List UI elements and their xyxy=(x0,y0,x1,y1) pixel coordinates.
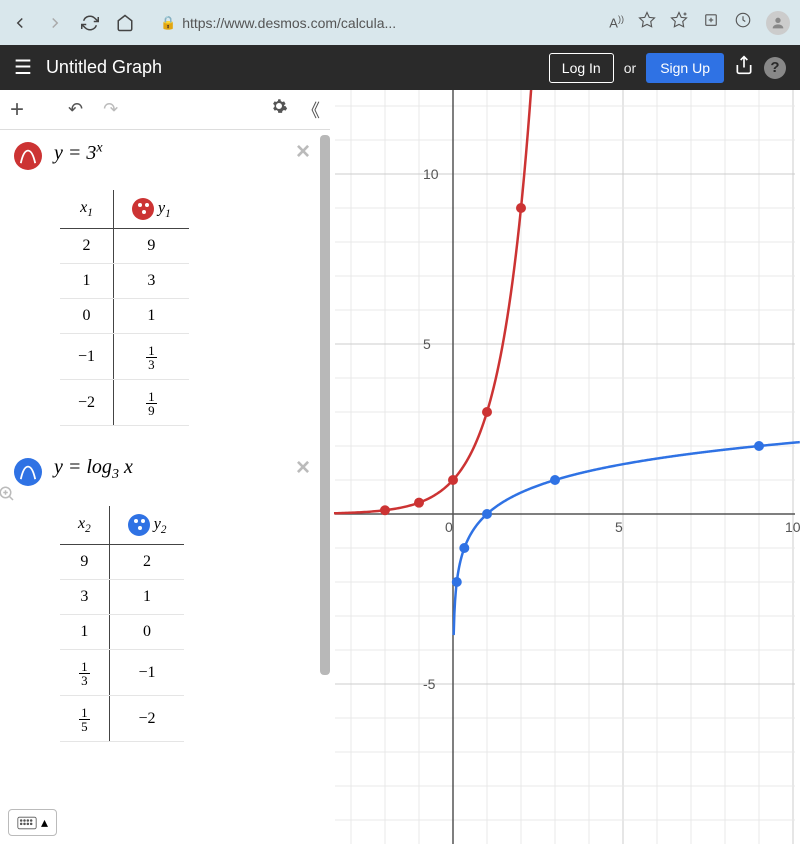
svg-text:-5: -5 xyxy=(423,676,436,692)
redo-button[interactable]: ↷ xyxy=(103,99,118,120)
signup-button[interactable]: Sign Up xyxy=(646,53,724,83)
app-header: ☰ Untitled Graph Log In or Sign Up ? xyxy=(0,45,800,90)
delete-expression-icon[interactable]: × xyxy=(296,138,310,166)
browser-toolbar: 🔒 https://www.desmos.com/calcula... A)) xyxy=(0,0,800,45)
url-text: https://www.desmos.com/calcula... xyxy=(182,15,396,31)
data-table[interactable]: x1y1291301−113−219 xyxy=(60,190,189,426)
collapse-panel-icon[interactable]: 《 xyxy=(302,97,320,123)
refresh-button[interactable] xyxy=(80,13,100,33)
graph-canvas[interactable]: 0510-10-5510 xyxy=(330,90,800,844)
svg-text:5: 5 xyxy=(423,336,431,352)
data-table[interactable]: x2y292311013−115−2 xyxy=(60,506,184,742)
login-button[interactable]: Log In xyxy=(549,53,614,83)
history-icon[interactable] xyxy=(734,11,752,34)
home-button[interactable] xyxy=(115,13,135,33)
main-area: + ↶ ↷ 《 y = 3x × × x1 xyxy=(0,90,800,844)
svg-text:10: 10 xyxy=(785,519,800,535)
table-block[interactable]: × x1y1291301−113−219 xyxy=(60,190,330,426)
help-icon[interactable]: ? xyxy=(764,57,786,79)
back-button[interactable] xyxy=(10,13,30,33)
table-block[interactable]: × x2y292311013−115−2 xyxy=(60,506,330,742)
delete-expression-icon[interactable]: × xyxy=(296,454,310,482)
favorite-icon[interactable] xyxy=(638,11,656,34)
add-expression-button[interactable]: + xyxy=(10,96,24,124)
svg-text:5: 5 xyxy=(615,519,623,535)
expression-toolbar: + ↶ ↷ 《 xyxy=(0,90,330,130)
settings-icon[interactable] xyxy=(270,97,288,123)
chevron-up-icon: ▴ xyxy=(41,814,48,831)
graph-title[interactable]: Untitled Graph xyxy=(46,57,162,78)
expression-list: y = 3x × × x1y1291301−113−219 y = log3 x… xyxy=(0,130,330,844)
expression-color-icon[interactable] xyxy=(14,458,42,486)
expression-formula[interactable]: y = log3 x xyxy=(54,456,133,483)
lock-icon: 🔒 xyxy=(160,15,176,31)
read-aloud-icon[interactable]: A)) xyxy=(609,14,624,30)
collections-icon[interactable] xyxy=(702,11,720,34)
share-icon[interactable] xyxy=(734,55,754,80)
expression-row[interactable]: y = 3x × xyxy=(0,130,330,180)
expression-formula[interactable]: y = 3x xyxy=(54,140,103,165)
undo-button[interactable]: ↶ xyxy=(68,99,83,120)
graph-area[interactable]: 0510-10-5510 xyxy=(330,90,800,844)
profile-avatar[interactable] xyxy=(766,11,790,35)
forward-button[interactable] xyxy=(45,13,65,33)
expression-color-icon[interactable] xyxy=(14,142,42,170)
svg-text:10: 10 xyxy=(423,166,439,182)
expression-row[interactable]: y = log3 x × xyxy=(0,446,330,496)
or-text: or xyxy=(624,60,636,76)
expression-panel: + ↶ ↷ 《 y = 3x × × x1 xyxy=(0,90,330,844)
url-bar[interactable]: 🔒 https://www.desmos.com/calcula... xyxy=(160,15,396,31)
svg-text:0: 0 xyxy=(445,519,453,535)
keyboard-toggle[interactable]: ▴ xyxy=(8,809,57,836)
menu-icon[interactable]: ☰ xyxy=(14,55,32,80)
favorites-list-icon[interactable] xyxy=(670,11,688,34)
